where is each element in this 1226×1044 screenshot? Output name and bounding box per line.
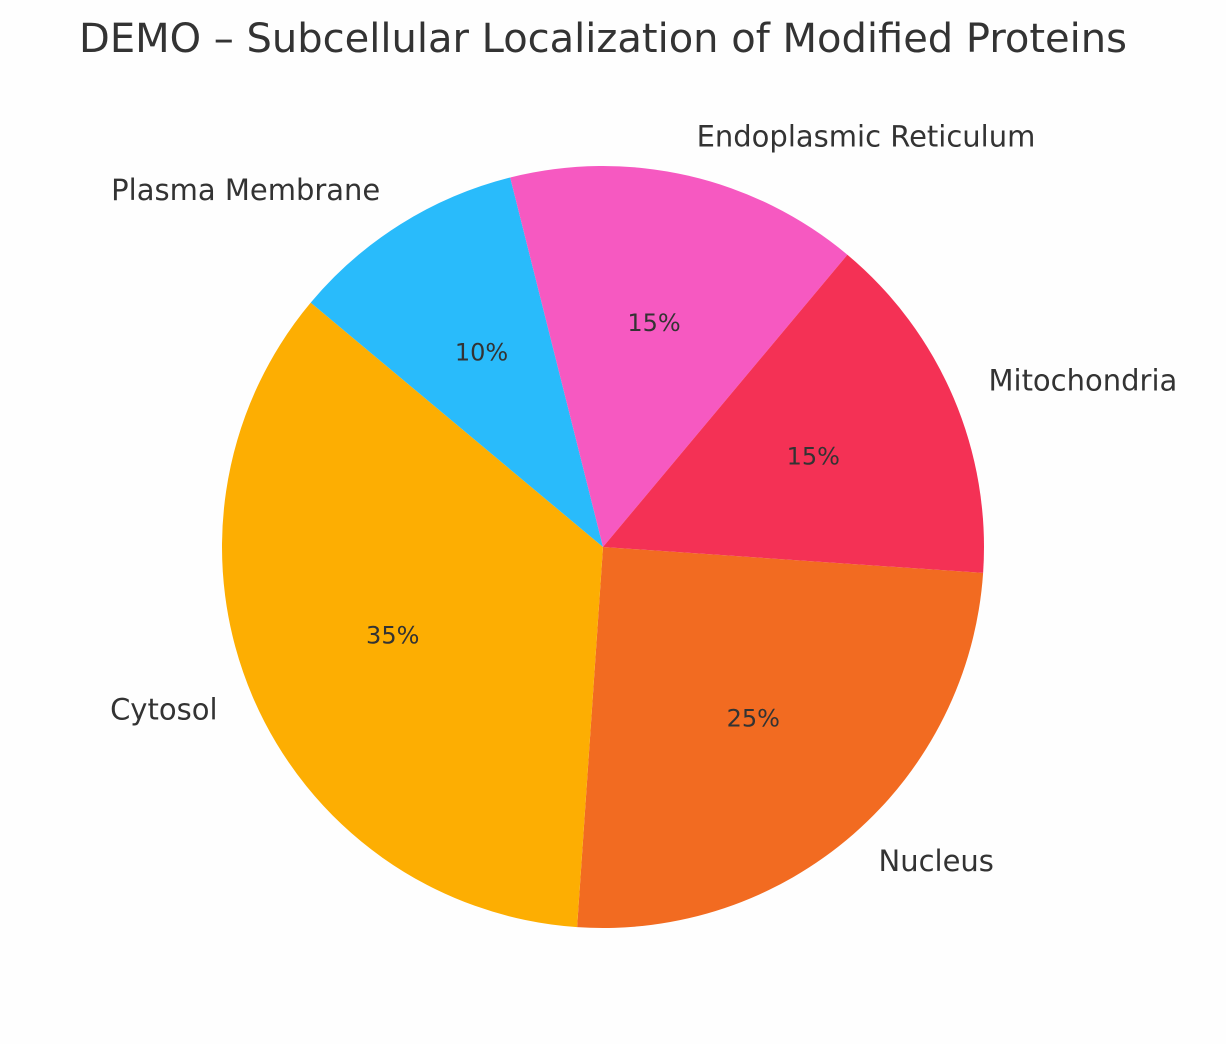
slice-value-label: 25% bbox=[727, 704, 780, 732]
slice-label: Mitochondria bbox=[988, 364, 1177, 398]
slice-label: Plasma Membrane bbox=[111, 173, 380, 207]
slice-value-label: 35% bbox=[366, 622, 419, 650]
pie-slice bbox=[577, 547, 984, 928]
slice-value-label: 15% bbox=[627, 309, 680, 337]
pie-slice bbox=[310, 177, 603, 547]
slice-label: Cytosol bbox=[110, 692, 217, 726]
chart-title: DEMO – Subcellular Localization of Modif… bbox=[79, 16, 1127, 62]
slice-label: Nucleus bbox=[879, 844, 994, 878]
slice-value-label: 10% bbox=[455, 338, 508, 366]
pie-slice bbox=[221, 302, 603, 928]
slice-value-label: 15% bbox=[787, 442, 840, 470]
pie-slice bbox=[510, 165, 848, 547]
pie-slice bbox=[603, 254, 984, 573]
slice-label: Endoplasmic Reticulum bbox=[697, 119, 1036, 153]
